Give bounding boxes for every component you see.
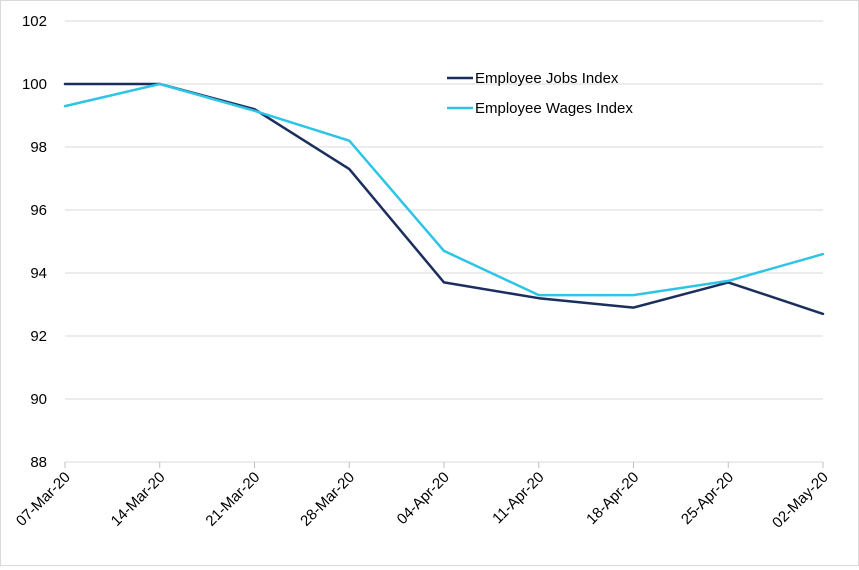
x-tick-label-14-Mar-20: 14-Mar-20 xyxy=(108,469,169,530)
y-tick-labels: 88 90 92 94 96 98 100 102 xyxy=(22,13,47,471)
y-tick-label-96: 96 xyxy=(30,202,47,219)
y-tick-label-92: 92 xyxy=(30,328,47,345)
y-tick-label-94: 94 xyxy=(30,265,47,282)
x-tick-label-21-Mar-20: 21-Mar-20 xyxy=(202,469,263,530)
y-tick-label-88: 88 xyxy=(30,454,47,471)
legend: Employee Jobs Index Employee Wages Index xyxy=(447,70,633,117)
y-tick-label-100: 100 xyxy=(22,76,47,93)
series-line-employee-jobs-index xyxy=(63,82,825,316)
x-tick-labels: 07-Mar-20 14-Mar-20 21-Mar-20 28-Mar-20 04-A… xyxy=(13,469,832,532)
x-tick-label-02-May-20: 02-May-20 xyxy=(769,469,832,532)
series-lines xyxy=(63,82,825,316)
y-tick-label-102: 102 xyxy=(22,13,47,30)
x-tick-label-25-Apr-20: 25-Apr-20 xyxy=(678,469,737,528)
y-tick-label-98: 98 xyxy=(30,139,47,156)
legend-label-1: Employee Wages Index xyxy=(475,100,633,117)
x-tick-label-11-Apr-20: 11-Apr-20 xyxy=(489,469,547,527)
x-tick-label-07-Mar-20: 07-Mar-20 xyxy=(13,469,74,530)
axes xyxy=(64,461,824,468)
gridlines xyxy=(65,20,823,400)
x-tick-label-18-Apr-20: 18-Apr-20 xyxy=(583,469,642,528)
series-line-employee-wages-index xyxy=(63,82,825,297)
y-tick-label-90: 90 xyxy=(30,391,47,408)
x-tick-label-04-Apr-20: 04-Apr-20 xyxy=(394,469,453,528)
legend-label-0: Employee Jobs Index xyxy=(475,70,619,87)
x-tick-label-28-Mar-20: 28-Mar-20 xyxy=(297,469,358,530)
